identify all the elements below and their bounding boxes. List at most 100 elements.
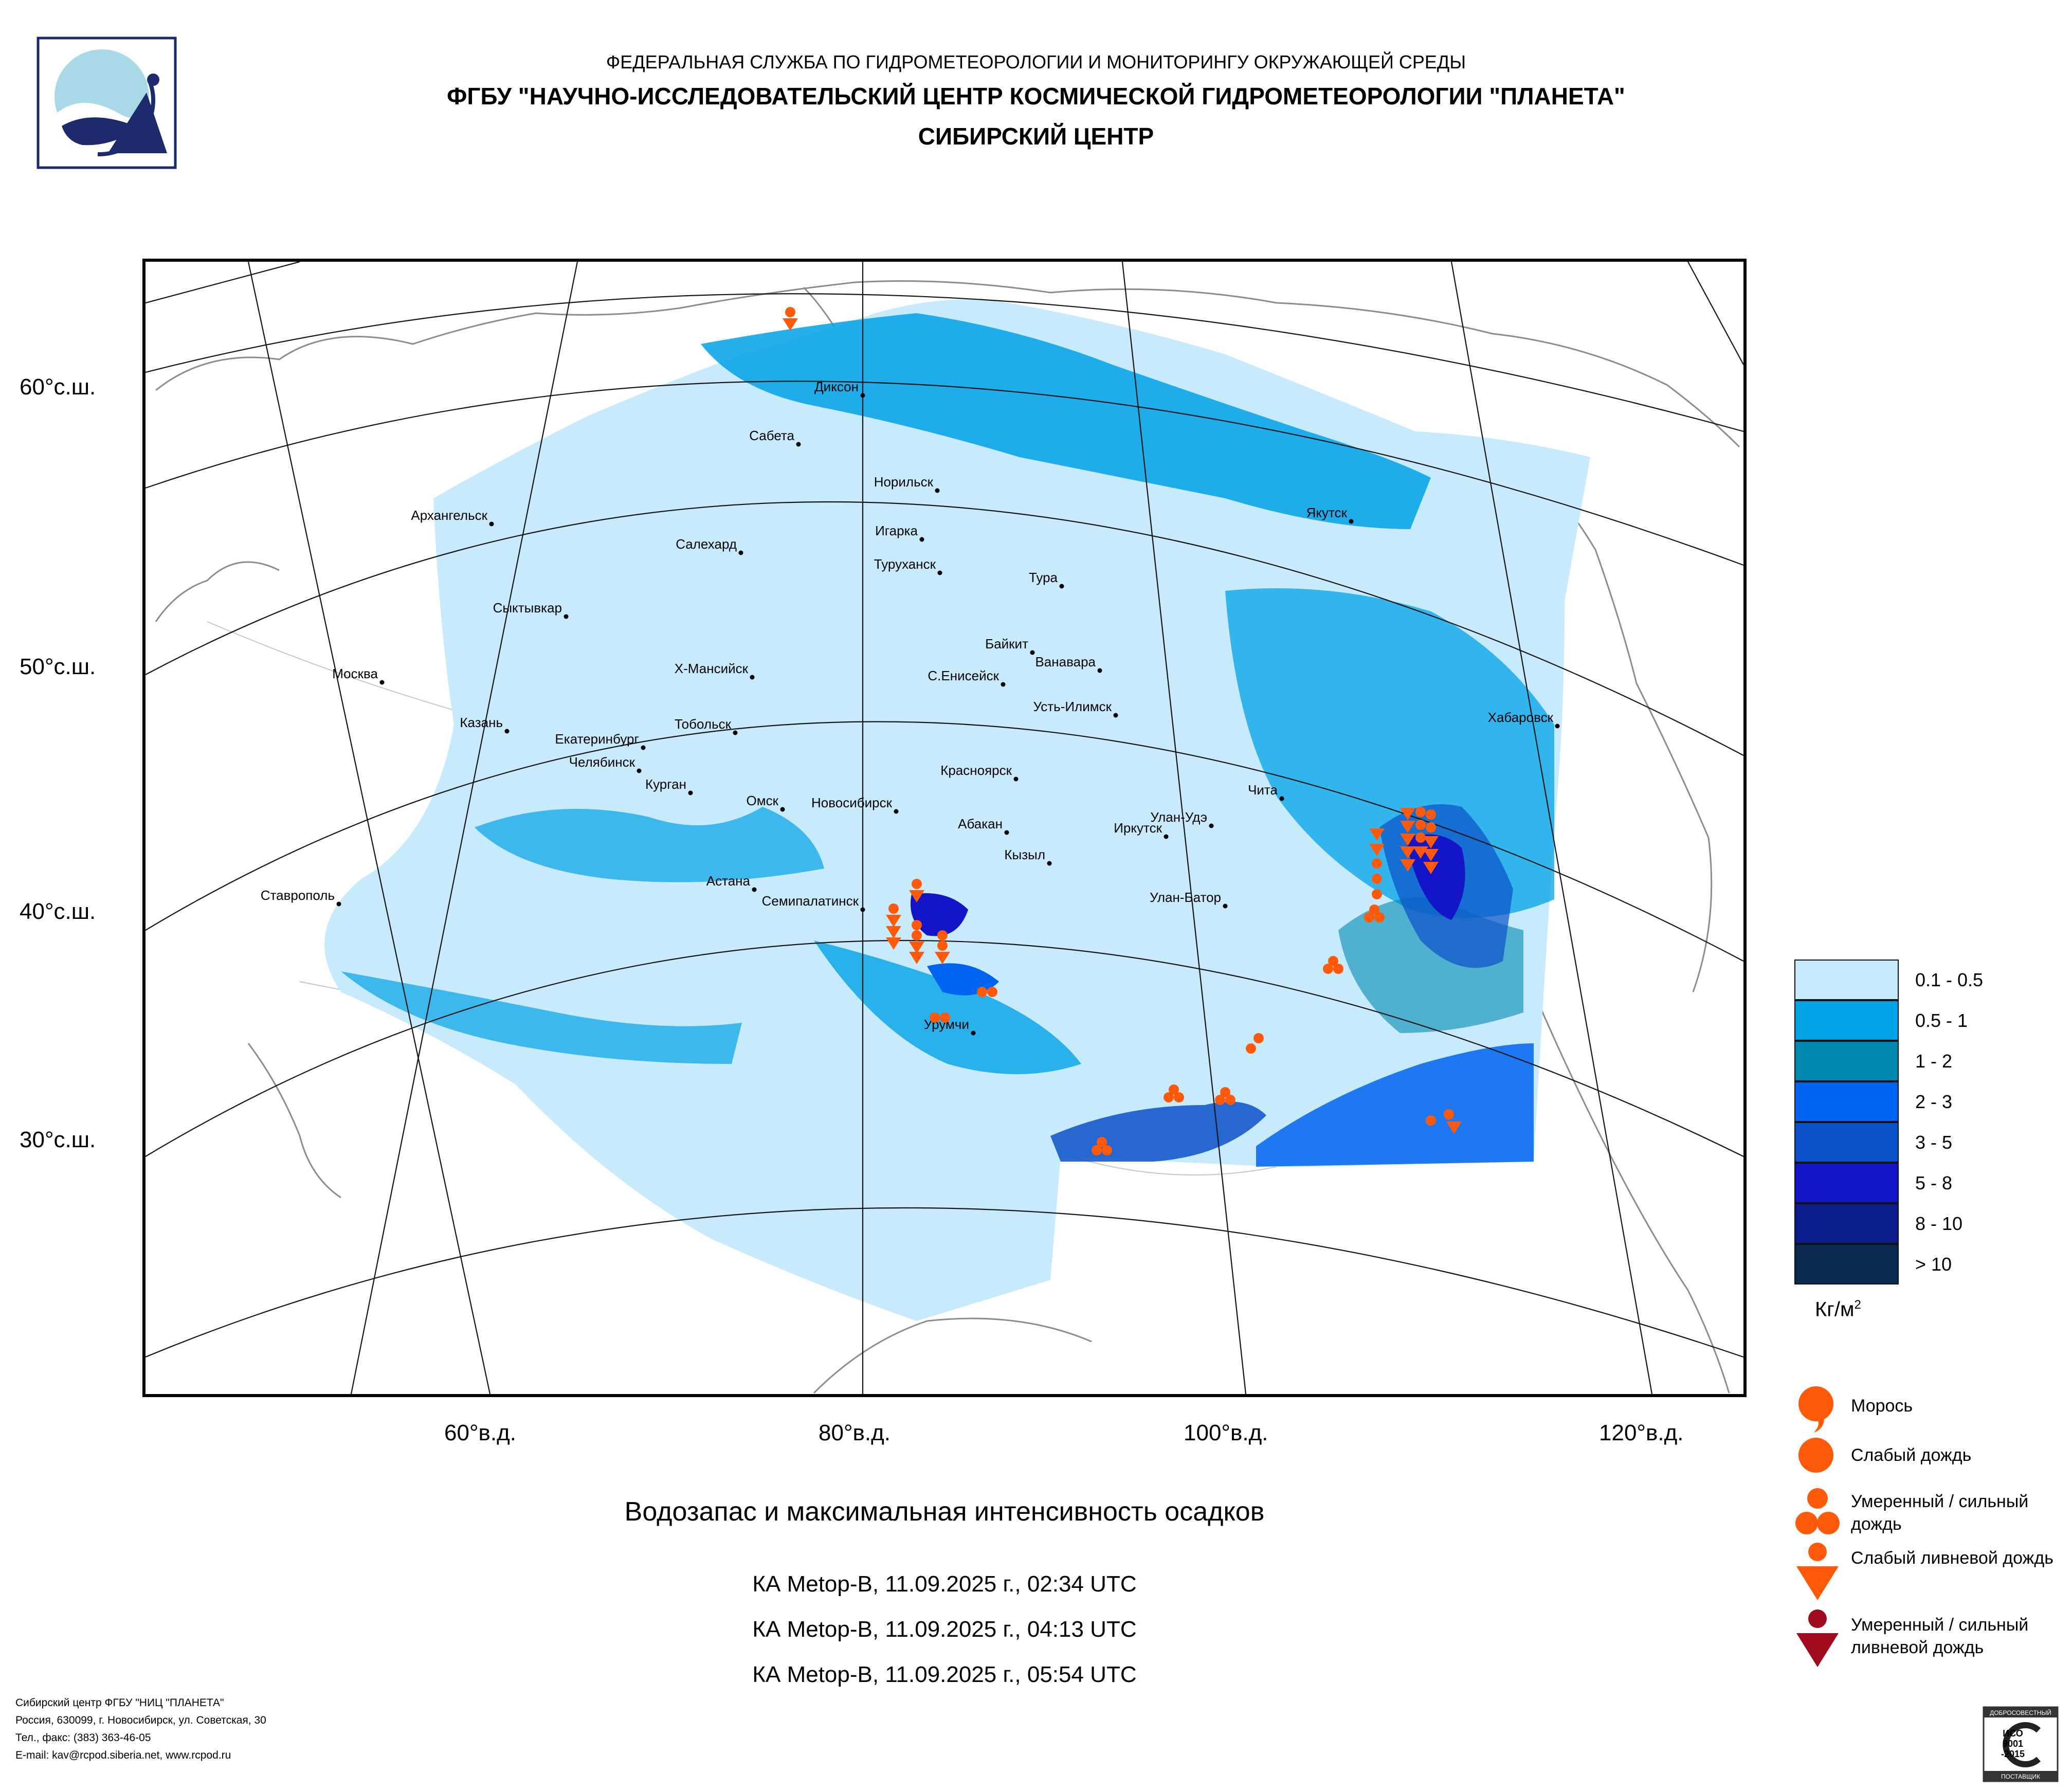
rain-symbol (987, 987, 997, 997)
legend-unit-sup: 2 (1854, 1298, 1861, 1312)
city-dot (780, 807, 785, 812)
legend-row: 5 - 8 (1794, 1163, 1983, 1203)
city-dot (336, 901, 341, 907)
iso-badge: ДОБРОСОВЕСТНЫЙ ИСО 9001 -2015 ПОСТАВЩИК (1982, 1706, 2059, 1783)
lon-label-60: 60°в.д. (444, 1420, 517, 1445)
city-label: Х-Мансийск (675, 661, 749, 676)
legend-row: 1 - 2 (1794, 1041, 1983, 1081)
rain-symbol (1097, 1137, 1107, 1147)
rain-symbol (1333, 964, 1343, 974)
city-label: Ванавара (1035, 654, 1096, 670)
city-label: Абакан (958, 816, 1003, 831)
heavy-shower-icon (1794, 1609, 1841, 1671)
shower-symbol (909, 942, 924, 954)
city-dot (1279, 796, 1284, 801)
iso-badge-top: ДОБРОСОВЕСТНЫЙ (1990, 1709, 2051, 1716)
drizzle-icon (1794, 1383, 1841, 1445)
precip-legend-heavy-rain: Умеренный / сильный дождь (1794, 1486, 2072, 1548)
shower-symbol (935, 952, 950, 964)
map-caption: Водозапас и максимальная интенсивность о… (624, 1497, 1265, 1527)
rain-symbol (1374, 912, 1385, 922)
shower-symbol (1400, 846, 1415, 859)
legend-swatch (1794, 1081, 1899, 1122)
city-dot (919, 537, 924, 542)
city-label: Тобольск (675, 716, 732, 732)
city-dot (641, 745, 646, 750)
city-label: Семипалатинск (762, 893, 859, 909)
city-label: Игарка (875, 523, 918, 538)
map-canvas: Диксон Сабета Норильск Архангельск Якутск Ига… (146, 262, 1743, 1394)
city-dot (860, 907, 865, 912)
city-label: Диксон (814, 379, 859, 394)
iso-badge-bottom: ПОСТАВЩИК (2001, 1773, 2040, 1780)
rain-symbol (930, 1012, 940, 1023)
lat-label-40: 40°с.ш. (20, 899, 96, 924)
lon-label-120: 120°в.д. (1599, 1420, 1684, 1445)
city-label: Якутск (1306, 505, 1348, 520)
city-label: Чита (1248, 782, 1278, 798)
legend-row: 2 - 3 (1794, 1081, 1983, 1122)
city-dot (1209, 823, 1214, 828)
shower-symbol (909, 890, 924, 902)
shower-symbol (886, 915, 901, 927)
city-dot (1059, 584, 1064, 589)
city-label: Усть-Илимск (1033, 699, 1112, 714)
city-dot (1004, 830, 1009, 835)
coastlines (155, 280, 1740, 1394)
precip-legend-label: Умеренный / сильный ливневой дождь (1851, 1615, 2029, 1657)
city-dot (379, 680, 385, 685)
precip-legend-light-shower: Слабый ливневой дождь (1794, 1543, 2072, 1604)
city-label: Улан-Удэ (1150, 809, 1207, 825)
rain-symbol (1246, 1043, 1256, 1054)
legend-label: 5 - 8 (1915, 1172, 1953, 1193)
city-dot (688, 790, 693, 795)
city-dot (971, 1030, 976, 1036)
rain-symbol (1169, 1084, 1179, 1095)
iso-badge-mid2: 9001 (2003, 1739, 2023, 1749)
rain-symbol (1415, 833, 1426, 843)
heavy-rain-icon (1794, 1486, 1841, 1548)
city-dot (564, 614, 569, 619)
legend-row: 8 - 10 (1794, 1203, 1983, 1244)
rain-symbol (1369, 904, 1379, 915)
city-dot (738, 550, 743, 555)
shower-symbol (886, 926, 901, 938)
rain-symbol (1102, 1145, 1112, 1155)
city-dot (1097, 668, 1102, 673)
iso-badge-mid3: -2015 (2001, 1749, 2025, 1759)
city-dot (752, 887, 757, 892)
rain-symbol (1174, 1092, 1184, 1102)
graticule (146, 262, 1743, 1394)
precip-symbols (783, 307, 1462, 1155)
precip-legend-drizzle: Морось (1794, 1383, 2072, 1445)
city-label: Кызыл (1004, 847, 1045, 862)
shower-symbol (909, 952, 924, 964)
legend-unit: Кг/м2 (1815, 1298, 1861, 1321)
city-dot (1555, 723, 1560, 729)
city-dot (1030, 650, 1035, 655)
city-label: Норильск (874, 474, 934, 490)
header-center: СИБИРСКИЙ ЦЕНТР (918, 123, 1154, 150)
city-label: Сыктывкар (493, 600, 562, 616)
city-label: Туруханск (874, 556, 936, 572)
rain-symbol (1164, 1092, 1174, 1102)
city-label: Байкит (985, 636, 1028, 652)
rain-symbol (1364, 912, 1374, 922)
footer-address: Россия, 630099, г. Новосибирск, ул. Сове… (15, 1714, 266, 1726)
legend-swatch (1794, 1122, 1899, 1163)
rain-symbol (1225, 1095, 1235, 1105)
city-dot (1013, 776, 1019, 782)
city-dot (504, 729, 510, 734)
city-dot (1223, 903, 1228, 909)
city-label: Челябинск (569, 754, 635, 770)
city-label: Улан-Батор (1150, 890, 1221, 905)
shower-symbol (1369, 828, 1385, 841)
city-label: Новосибирск (811, 795, 893, 810)
rain-symbol (1415, 807, 1426, 817)
rain-symbol (977, 987, 987, 997)
legend-row: 3 - 5 (1794, 1122, 1983, 1163)
rain-symbol (1323, 964, 1333, 974)
shower-symbol (1400, 859, 1415, 872)
city-dot (860, 393, 865, 398)
city-dot (637, 768, 642, 773)
